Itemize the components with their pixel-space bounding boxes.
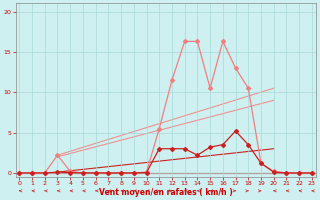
X-axis label: Vent moyen/en rafales ( km/h ): Vent moyen/en rafales ( km/h ) (99, 188, 232, 197)
